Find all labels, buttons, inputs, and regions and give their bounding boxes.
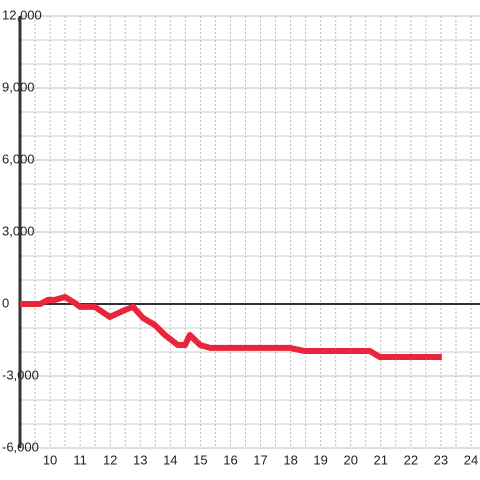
x-tick-label: 18 bbox=[283, 452, 297, 467]
line-series bbox=[20, 294, 442, 361]
x-tick-label: 23 bbox=[434, 452, 448, 467]
x-tick-label: 15 bbox=[193, 452, 207, 467]
x-tick-label: 11 bbox=[73, 452, 87, 467]
x-tick-label: 14 bbox=[163, 452, 177, 467]
y-tick-label: 9,000 bbox=[2, 79, 35, 94]
x-tick-label: 21 bbox=[374, 452, 388, 467]
x-tick-label: 22 bbox=[404, 452, 418, 467]
x-tick-label: 13 bbox=[133, 452, 147, 467]
x-tick-label: 17 bbox=[253, 452, 267, 467]
y-tick-label: 12,000 bbox=[2, 7, 42, 22]
x-tick-label: 20 bbox=[343, 452, 357, 467]
x-tick-label: 12 bbox=[103, 452, 117, 467]
x-tick-label: 19 bbox=[313, 452, 327, 467]
y-tick-label: 6,000 bbox=[2, 151, 35, 166]
y-tick-label: 3,000 bbox=[2, 223, 35, 238]
x-tick-label: 24 bbox=[464, 452, 478, 467]
x-tick-label: 10 bbox=[43, 452, 57, 467]
x-tick-label: 16 bbox=[223, 452, 237, 467]
y-tick-label: 0 bbox=[2, 295, 9, 310]
